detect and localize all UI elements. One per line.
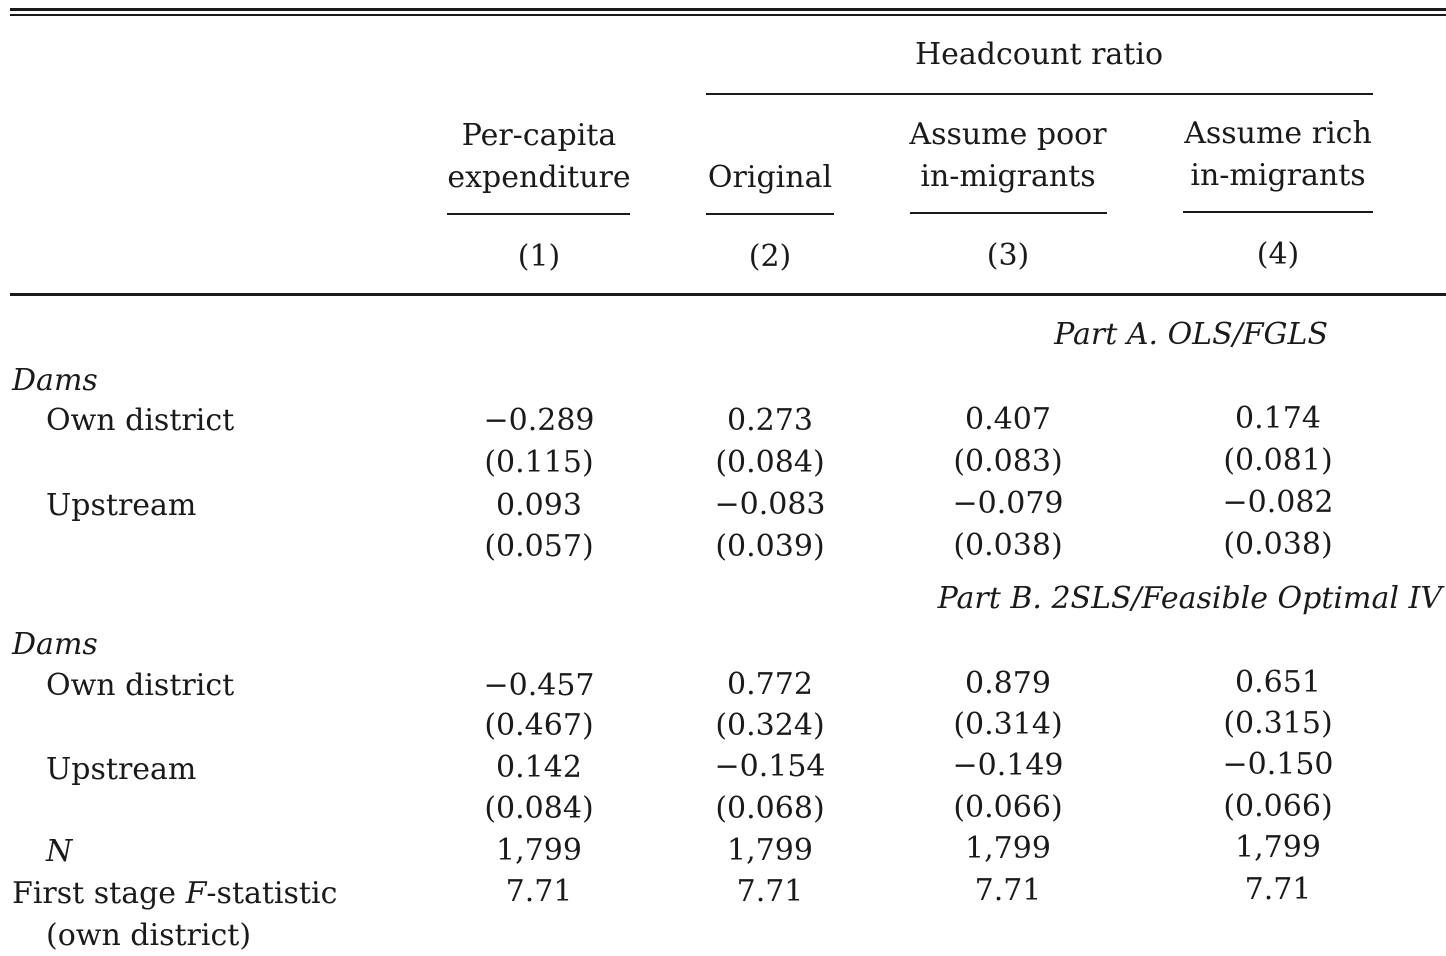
part-b-group-label: Dams [12,627,98,662]
col3-header-line2: in-migrants [920,159,1096,194]
col4-number: (4) [1256,237,1300,272]
part-a-own-se-c2: (0.084) [715,445,825,480]
col1-number: (1) [517,239,561,274]
part-a-own-c3: 0.407 [965,402,1051,437]
col2-underline [706,213,834,215]
col3-number: (3) [986,238,1030,273]
f-c2: 7.71 [736,874,804,909]
part-b-own-se-c1: (0.467) [484,708,594,743]
col1-underline [447,213,630,215]
col3-underline [910,212,1107,214]
part-a-row-label-own-district: Own district [46,403,235,438]
part-a-own-se-c4: (0.081) [1223,443,1333,478]
col4-header-line2: in-migrants [1190,158,1366,193]
part-b-own-c1: −0.457 [483,668,595,703]
f-stat-label-f: F [185,876,207,911]
part-b-title: Part B. 2SLS/Feasible Optimal IV [937,581,1442,616]
part-b-up-se-c3: (0.066) [953,790,1063,825]
part-a-own-se-c1: (0.115) [484,445,594,480]
part-a-title: Part A. OLS/FGLS [1054,317,1328,352]
part-a-up-se-c3: (0.038) [953,528,1063,563]
n-c4: 1,799 [1235,830,1321,865]
part-a-up-se-c4: (0.038) [1223,527,1333,562]
part-a-up-c4: −0.082 [1222,485,1334,520]
n-c1: 1,799 [496,833,582,868]
col1-header-line2: expenditure [447,160,631,195]
col3-header-line1: Assume poor [909,117,1107,152]
part-b-up-c1: 0.142 [496,750,582,785]
n-c3: 1,799 [965,831,1051,866]
part-b-up-se-c2: (0.068) [715,791,825,826]
part-b-up-c3: −0.149 [952,748,1064,783]
header-bottom-rule [10,293,1446,296]
col1-header-line1: Per-capita [461,118,617,153]
part-b-up-se-c1: (0.084) [484,791,594,826]
part-a-own-c4: 0.174 [1235,401,1321,436]
part-b-own-se-c4: (0.315) [1223,706,1333,741]
col4-header-line1: Assume rich [1184,116,1372,151]
part-b-row-label-own-district: Own district [46,668,235,703]
f-c1: 7.71 [505,874,573,909]
top-rule-2 [10,14,1446,16]
part-b-up-c2: −0.154 [714,749,826,784]
part-a-row-label-upstream: Upstream [46,488,197,523]
col2-number: (2) [748,239,792,274]
col4-underline [1183,211,1373,213]
part-a-own-se-c3: (0.083) [953,444,1063,479]
n-c2: 1,799 [727,833,813,868]
f-c3: 7.71 [974,873,1042,908]
part-a-up-c2: −0.083 [714,487,826,522]
f-stat-label-line2: (own district) [46,918,252,953]
part-a-up-c1: 0.093 [496,488,582,523]
part-b-own-c4: 0.651 [1235,665,1321,700]
n-label: N [46,834,73,869]
top-rule-1 [10,8,1446,11]
part-a-group-label: Dams [12,363,98,398]
headcount-ratio-rule [706,93,1373,95]
part-b-up-se-c4: (0.066) [1223,789,1333,824]
part-b-own-c3: 0.879 [965,666,1051,701]
col2-header: Original [707,160,833,195]
part-b-row-label-upstream: Upstream [46,752,197,787]
part-b-own-se-c3: (0.314) [953,707,1063,742]
f-stat-label-pre: First stage [12,876,186,911]
part-b-own-se-c2: (0.324) [715,708,825,743]
part-a-up-se-c1: (0.057) [484,529,594,564]
part-b-own-c2: 0.772 [727,667,813,702]
f-stat-label: First stage F-statistic [12,879,337,909]
headcount-ratio-header: Headcount ratio [914,37,1164,72]
part-b-up-c4: −0.150 [1222,747,1334,782]
f-c4: 7.71 [1244,872,1312,907]
part-a-up-c3: −0.079 [952,486,1064,521]
part-a-up-se-c2: (0.039) [715,529,825,564]
part-a-own-c1: −0.289 [483,403,595,438]
f-stat-label-post: -statistic [206,876,338,911]
part-a-own-c2: 0.273 [727,403,813,438]
